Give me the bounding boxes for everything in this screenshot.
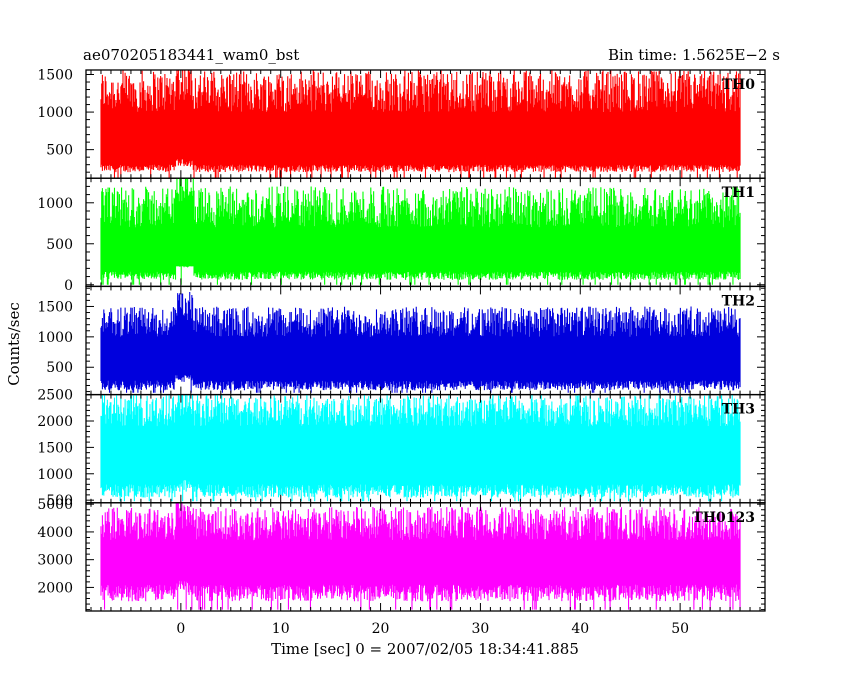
y-tick-label: 1000 <box>37 330 73 346</box>
y-tick-label: 0 <box>64 278 73 294</box>
panel-th0123: 2000 3000 4000 5000 TH0123 <box>37 497 766 612</box>
panel-label-th3: TH3 <box>722 402 755 418</box>
y-tick-label: 2500 <box>37 388 73 404</box>
y-tick-label: 1000 <box>37 467 73 483</box>
x-axis-label: Time [sec] 0 = 2007/02/05 18:34:41.885 <box>271 640 579 658</box>
x-tick-label: 0 <box>176 621 185 637</box>
y-tick-label: 2000 <box>37 414 73 430</box>
x-tick-label: 10 <box>272 621 290 637</box>
y-tick-label: 500 <box>46 143 73 159</box>
y-tick-label: 5000 <box>37 497 73 513</box>
y-tick-label: 2000 <box>37 580 73 596</box>
panel-th3: 500 1000 1500 2000 2500 TH3 <box>37 388 766 509</box>
panel-frame <box>85 502 766 612</box>
x-tick-labels: 0 10 20 30 40 50 <box>176 621 689 637</box>
x-tick-label: 30 <box>472 621 490 637</box>
panel-th1: 0 500 1000 TH1 <box>37 177 766 294</box>
chart-title-left: ae070205183441_wam0_bst <box>83 46 299 64</box>
y-tick-label: 1000 <box>37 105 73 121</box>
x-tick-label: 20 <box>372 621 390 637</box>
y-tick-label: 4000 <box>37 525 73 541</box>
y-tick-label: 3000 <box>37 553 73 569</box>
series-band-th3 <box>100 439 741 478</box>
y-tick-label: 1500 <box>37 299 73 315</box>
series-th0 <box>100 70 741 179</box>
y-tick-label: 1500 <box>37 68 73 84</box>
x-tick-label: 40 <box>571 621 589 637</box>
panel-label-th0: TH0 <box>722 77 756 93</box>
panel-label-th1: TH1 <box>722 185 755 201</box>
series-th2 <box>100 292 741 393</box>
y-tick-label: 500 <box>46 360 73 376</box>
series-band-th0 <box>100 123 741 159</box>
y-axis-label: Counts/sec <box>5 302 23 386</box>
y-tick-label: 1500 <box>37 440 73 456</box>
y-tick-label: 500 <box>46 493 73 509</box>
series-band-th2 <box>100 346 741 376</box>
panel-label-th0123: TH0123 <box>692 510 755 526</box>
panel-label-th2: TH2 <box>722 293 755 309</box>
series-band-th0123 <box>100 550 741 580</box>
x-tick-label: 50 <box>671 621 689 637</box>
chart-title-right: Bin time: 1.5625E−2 s <box>608 46 780 64</box>
panel-th2: 500 1000 1500 TH2 <box>37 285 766 396</box>
y-tick-label: 1000 <box>37 196 73 212</box>
series-band-th1 <box>100 237 741 267</box>
panel-th0: 500 1000 1500 TH0 <box>37 68 766 179</box>
y-tick-label: 500 <box>46 237 73 253</box>
